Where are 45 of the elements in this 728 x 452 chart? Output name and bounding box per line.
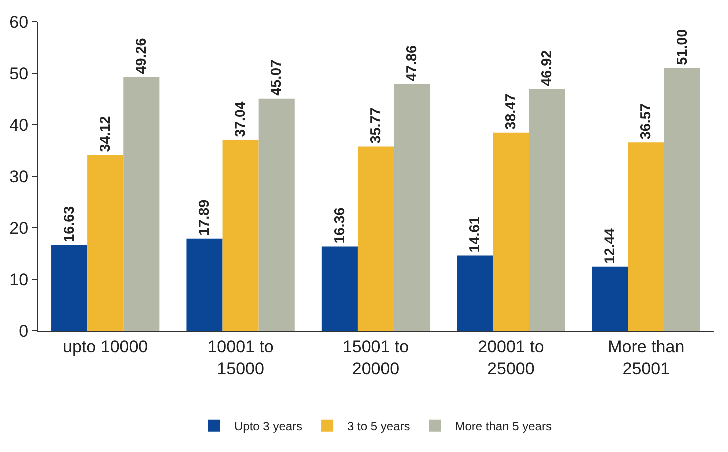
bar <box>258 98 295 331</box>
data-label: 16.36 <box>332 208 348 244</box>
y-tick-label: 10 <box>10 270 29 290</box>
legend-label: More than 5 years <box>455 420 552 434</box>
bar <box>52 245 88 331</box>
data-label: 34.12 <box>98 116 114 152</box>
bar <box>457 256 494 331</box>
bar <box>493 132 530 331</box>
data-label: 38.47 <box>504 94 520 130</box>
bar <box>628 142 664 331</box>
bar <box>664 68 700 331</box>
data-label: 12.44 <box>602 228 618 264</box>
y-tick-label: 0 <box>19 322 29 341</box>
y-tick-label: 60 <box>10 12 29 32</box>
data-label: 37.04 <box>233 102 250 138</box>
data-label: 16.63 <box>62 206 78 242</box>
bar <box>124 77 160 331</box>
x-tick-label: 20001 to 25000 <box>478 337 544 378</box>
data-label: 35.77 <box>368 108 384 144</box>
bar <box>529 89 566 331</box>
bar <box>358 146 394 331</box>
data-label: 47.86 <box>404 45 420 82</box>
data-label: 45.07 <box>269 60 286 96</box>
bar <box>394 84 430 331</box>
y-tick-label: 40 <box>10 116 29 135</box>
x-tick-label: 15001 to 20000 <box>342 337 410 378</box>
data-label: 36.57 <box>638 104 655 140</box>
y-tick-label: 20 <box>10 218 29 238</box>
bar <box>88 155 124 331</box>
x-tick-label: 10001 to 15000 <box>208 337 274 378</box>
y-tick-label: 30 <box>10 167 29 186</box>
bar <box>222 140 259 331</box>
data-label: 17.89 <box>197 200 214 236</box>
x-tick-label: More than 25001 <box>608 337 685 378</box>
data-label: 14.61 <box>467 216 484 253</box>
bar <box>186 238 223 331</box>
legend-label: Upto 3 years <box>234 420 303 434</box>
legend-label: 3 to 5 years <box>348 420 410 434</box>
y-tick-label: 50 <box>10 64 29 84</box>
data-label: 49.26 <box>134 38 150 74</box>
data-label: 51.00 <box>674 29 691 66</box>
bar <box>592 266 628 331</box>
x-tick-label: upto 10000 <box>63 337 148 356</box>
bar <box>322 246 358 331</box>
data-label: 46.92 <box>540 50 556 86</box>
